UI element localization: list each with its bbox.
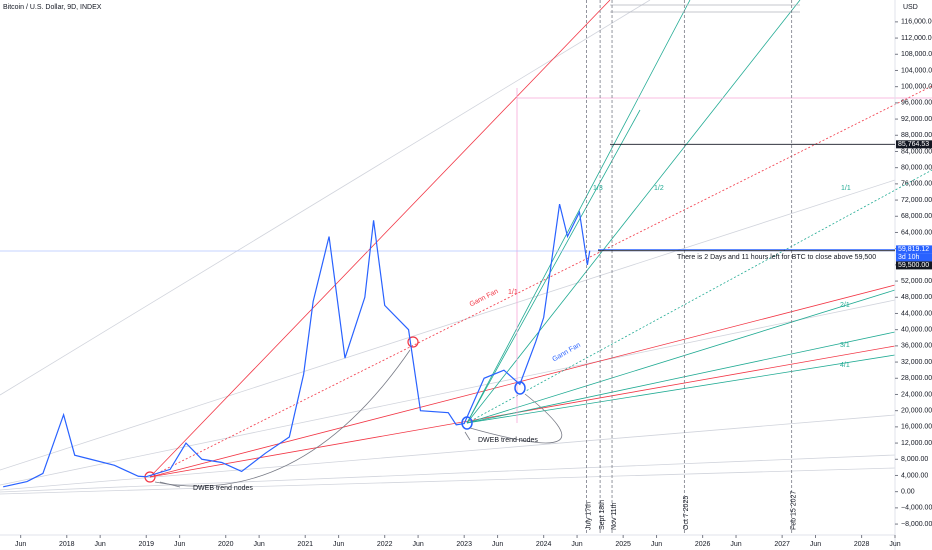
y-tick-label: 112,000.00 xyxy=(901,35,932,42)
y-tick-label: 116,000.00 xyxy=(901,19,932,26)
price-line xyxy=(3,203,591,488)
y-tick-label: 48,000.00 xyxy=(901,294,932,301)
y-tick-label: 100,000.00 xyxy=(901,84,932,91)
date-line-label: Nov 11th xyxy=(611,502,618,530)
currency-label: USD xyxy=(903,4,918,11)
annotation: 1/1 xyxy=(841,185,851,192)
x-tick-label: Jun xyxy=(571,541,582,548)
x-tick-label: 2025 xyxy=(615,541,631,548)
x-tick-label: Jun xyxy=(651,541,662,548)
y-tick-label: 96,000.00 xyxy=(901,100,932,107)
x-tick-label: 2021 xyxy=(297,541,313,548)
y-tick-label: 84,000.00 xyxy=(901,148,932,155)
annotation: 4/1 xyxy=(840,362,850,369)
y-tick-label: 108,000.00 xyxy=(901,51,932,58)
x-tick-label: Jun xyxy=(889,541,900,548)
x-tick-label: 2023 xyxy=(456,541,472,548)
y-tick-label: 0.00 xyxy=(901,489,915,496)
x-tick-label: 2022 xyxy=(377,541,393,548)
y-tick-label: 20,000.00 xyxy=(901,408,932,415)
y-tick-label: 28,000.00 xyxy=(901,375,932,382)
annotation: 2/1 xyxy=(840,302,850,309)
x-tick-label: Jun xyxy=(174,541,185,548)
annotation: 1/3 xyxy=(593,185,603,192)
price-label: 59,819.12 xyxy=(898,246,929,253)
y-tick-label: 64,000.00 xyxy=(901,229,932,236)
price-label: 85,764.53 xyxy=(898,141,929,148)
x-tick-label: 2018 xyxy=(59,541,75,548)
y-tick-label: 92,000.00 xyxy=(901,116,932,123)
countdown-label: 3d 10h xyxy=(898,254,920,261)
y-tick-label: 52,000.00 xyxy=(901,278,932,285)
x-tick-label: 2024 xyxy=(536,541,552,548)
x-tick-label: Jun xyxy=(15,541,26,548)
y-tick-label: 104,000.00 xyxy=(901,67,932,74)
x-tick-label: Jun xyxy=(492,541,503,548)
x-tick-label: Jun xyxy=(810,541,821,548)
x-tick-label: Jun xyxy=(253,541,264,548)
y-tick-label: 12,000.00 xyxy=(901,440,932,447)
annotation: 1/1 xyxy=(508,289,518,296)
y-tick-label: 76,000.00 xyxy=(901,181,932,188)
y-tick-label: 4,000.00 xyxy=(901,472,928,479)
x-tick-label: 2027 xyxy=(774,541,790,548)
date-line-label: Oct 7 2025 xyxy=(683,496,690,530)
x-tick-label: 2026 xyxy=(695,541,711,548)
y-tick-label: 16,000.00 xyxy=(901,424,932,431)
price-label-box xyxy=(896,140,932,149)
price-label-box xyxy=(896,261,932,270)
y-tick-label: −4,000.00 xyxy=(901,505,932,512)
countdown-box xyxy=(896,253,932,262)
x-tick-label: Jun xyxy=(412,541,423,548)
date-line-label: Sept 18th xyxy=(599,500,606,530)
annotation: 3/1 xyxy=(840,342,850,349)
y-tick-label: 44,000.00 xyxy=(901,310,932,317)
y-tick-label: 72,000.00 xyxy=(901,197,932,204)
y-tick-label: 24,000.00 xyxy=(901,391,932,398)
y-tick-label: 80,000.00 xyxy=(901,165,932,172)
y-tick-label: 68,000.00 xyxy=(901,213,932,220)
x-tick-label: Jun xyxy=(95,541,106,548)
x-tick-label: 2020 xyxy=(218,541,234,548)
price-label: 59,500.00 xyxy=(898,262,929,269)
x-tick-label: Jun xyxy=(333,541,344,548)
annotation: DWEB trend nodes xyxy=(478,437,538,444)
y-tick-label: 8,000.00 xyxy=(901,456,928,463)
date-line-label: July 17th xyxy=(585,502,592,530)
annotation: 1/2 xyxy=(654,185,664,192)
chart-title: Bitcoin / U.S. Dollar, 9D, INDEX xyxy=(3,4,102,11)
price-label-box xyxy=(896,245,932,254)
y-tick-label: 32,000.00 xyxy=(901,359,932,366)
y-tick-label: 36,000.00 xyxy=(901,343,932,350)
y-tick-label: 88,000.00 xyxy=(901,132,932,139)
annotation: DWEB trend nodes xyxy=(193,485,253,492)
x-tick-label: Jun xyxy=(730,541,741,548)
annotation: There is 2 Days and 11 hours left for BT… xyxy=(677,254,876,261)
date-line-label: Feb 15 2027 xyxy=(791,491,798,530)
x-tick-label: 2028 xyxy=(854,541,870,548)
x-tick-label: 2019 xyxy=(138,541,154,548)
y-tick-label: −8,000.00 xyxy=(901,521,932,528)
y-tick-label: 40,000.00 xyxy=(901,327,932,334)
